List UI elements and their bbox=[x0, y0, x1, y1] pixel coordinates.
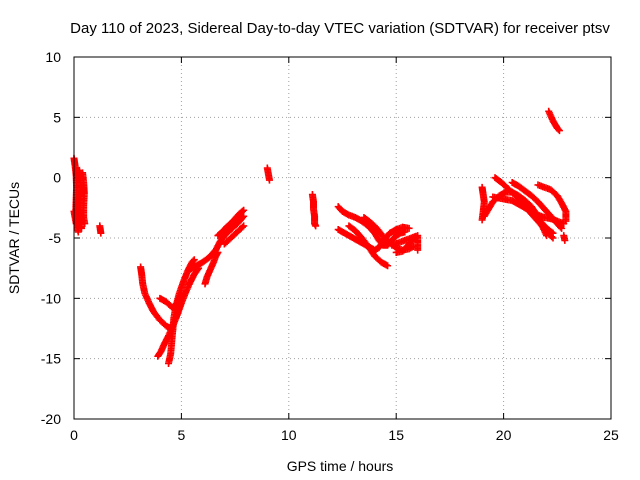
data-point bbox=[478, 216, 486, 224]
axis-ticks: 0 5 10 15 20 25 -20 -15 -10 -5 0 5 10 bbox=[41, 49, 619, 443]
x-tick-label: 10 bbox=[281, 427, 297, 443]
data-point bbox=[558, 224, 566, 232]
data-point bbox=[177, 290, 185, 298]
data-point bbox=[554, 125, 562, 133]
data-point bbox=[410, 234, 418, 242]
data-point bbox=[240, 222, 248, 230]
data-point bbox=[240, 212, 248, 220]
x-tick-label: 5 bbox=[178, 427, 186, 443]
y-axis-label: SDTVAR / TECUs bbox=[6, 182, 22, 294]
data-point bbox=[555, 127, 563, 135]
data-point bbox=[562, 217, 570, 225]
data-point bbox=[384, 262, 392, 270]
y-tick-label: 0 bbox=[53, 170, 61, 186]
data-point bbox=[97, 229, 105, 237]
data-point bbox=[414, 246, 422, 254]
data-point bbox=[557, 223, 565, 231]
x-tick-label: 20 bbox=[496, 427, 512, 443]
data-point bbox=[189, 257, 197, 265]
data-point bbox=[240, 206, 248, 214]
x-tick-label: 0 bbox=[70, 427, 78, 443]
data-point bbox=[549, 234, 557, 242]
y-tick-label: 10 bbox=[45, 49, 61, 65]
data-point bbox=[239, 213, 247, 221]
data-point bbox=[81, 220, 89, 228]
y-tick-label: -20 bbox=[41, 411, 61, 427]
y-tick-label: -15 bbox=[41, 351, 61, 367]
data-point bbox=[239, 207, 247, 215]
data-point bbox=[74, 228, 82, 236]
y-tick-label: -10 bbox=[41, 290, 61, 306]
data-point bbox=[561, 236, 569, 244]
x-tick-label: 15 bbox=[388, 427, 404, 443]
plot-frame bbox=[73, 56, 612, 420]
data-point bbox=[405, 224, 413, 232]
chart-title: Day 110 of 2023, Sidereal Day-to-day VTE… bbox=[70, 20, 610, 37]
y-tick-label: -5 bbox=[49, 230, 62, 246]
data-point bbox=[190, 256, 198, 264]
x-axis-label: GPS time / hours bbox=[287, 458, 394, 474]
data-point bbox=[238, 223, 246, 231]
x-tick-label: 25 bbox=[603, 427, 619, 443]
data-point bbox=[412, 233, 420, 241]
data-point bbox=[312, 222, 320, 230]
data-point bbox=[265, 176, 273, 184]
data-points bbox=[70, 107, 570, 367]
data-point bbox=[548, 233, 556, 241]
data-point bbox=[78, 224, 86, 232]
y-tick-label: 5 bbox=[53, 109, 61, 125]
